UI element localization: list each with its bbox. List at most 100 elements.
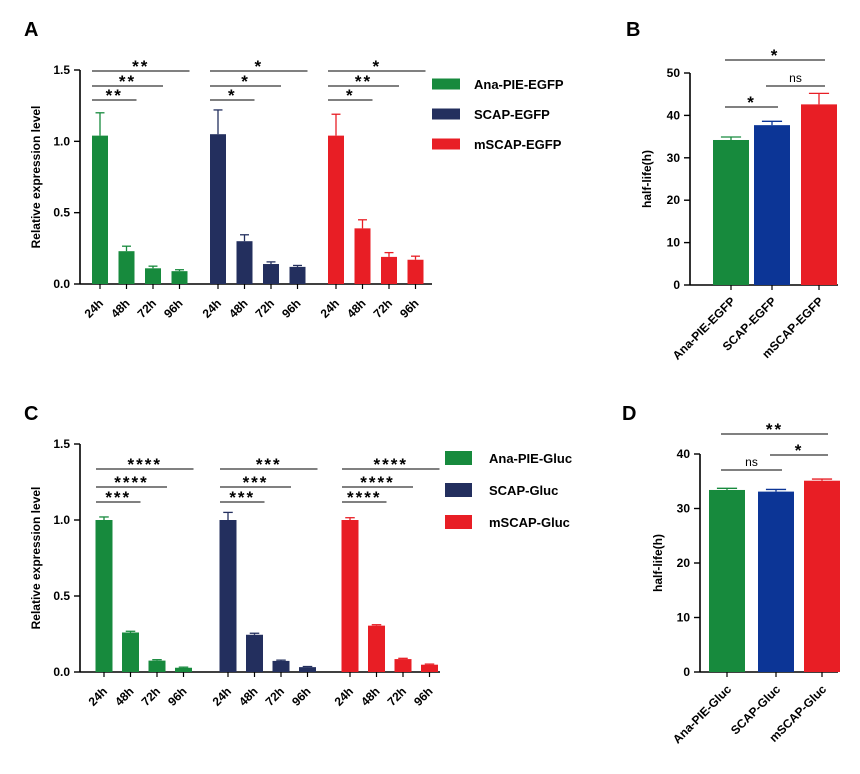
x-tick-label: 96h xyxy=(411,684,436,709)
bar xyxy=(299,667,316,672)
x-tick-label: 24h xyxy=(200,296,225,321)
bar xyxy=(354,228,371,284)
bar xyxy=(145,268,161,284)
significance-label: ** xyxy=(132,57,149,76)
significance-label: **** xyxy=(360,473,394,492)
significance-label: *** xyxy=(256,455,282,474)
panel-letter-b: B xyxy=(626,19,640,41)
bar xyxy=(171,271,188,284)
bar xyxy=(122,632,139,672)
significance-label: * xyxy=(241,72,250,91)
bar xyxy=(219,520,237,672)
significance-label: **** xyxy=(114,473,148,492)
bar xyxy=(801,104,837,285)
legend-label: SCAP-EGFP xyxy=(474,107,550,122)
bar xyxy=(148,660,166,672)
bar xyxy=(758,491,794,672)
significance-label: * xyxy=(795,441,804,460)
x-tick-label: 96h xyxy=(165,684,190,709)
legend-label: Ana-PIE-EGFP xyxy=(474,77,564,92)
y-tick-label: 0 xyxy=(673,278,680,292)
legend-label: mSCAP-EGFP xyxy=(474,137,562,152)
y-tick-label: 1.5 xyxy=(53,63,70,77)
y-axis-label: half-life(h) xyxy=(640,150,654,208)
bar xyxy=(246,634,263,672)
bar xyxy=(368,625,385,672)
bar xyxy=(421,664,438,672)
x-tick-label: 24h xyxy=(332,684,357,709)
significance-label: ** xyxy=(766,420,783,439)
x-tick-label: 24h xyxy=(318,296,343,321)
y-tick-label: 20 xyxy=(677,556,691,570)
significance-label: * xyxy=(254,57,263,76)
significance-label: *** xyxy=(105,488,131,507)
x-tick-label: 48h xyxy=(112,684,137,709)
bar xyxy=(118,251,135,284)
x-tick-label: 48h xyxy=(344,296,369,321)
significance-label: **** xyxy=(128,455,162,474)
x-tick-label: 72h xyxy=(263,684,288,709)
x-tick-label: 48h xyxy=(108,296,133,321)
legend-swatch xyxy=(445,483,472,497)
significance-label: ** xyxy=(355,72,372,91)
bar xyxy=(754,125,790,285)
y-axis-label: half-life(h) xyxy=(651,534,665,592)
x-tick-label: 96h xyxy=(161,296,186,321)
y-tick-label: 40 xyxy=(677,447,691,461)
x-tick-label: 72h xyxy=(371,296,396,321)
x-tick-label: 96h xyxy=(279,296,304,321)
bar xyxy=(175,667,192,672)
significance-label: *** xyxy=(229,488,255,507)
x-tick-label: 96h xyxy=(397,296,422,321)
legend-swatch xyxy=(432,138,460,150)
bar xyxy=(341,520,359,672)
y-tick-label: 0.0 xyxy=(53,665,70,679)
x-tick-label: 24h xyxy=(86,684,111,709)
y-tick-label: 40 xyxy=(667,108,681,122)
legend-label: SCAP-Gluc xyxy=(489,483,558,498)
x-tick-label: Ana-PIE-Gluc xyxy=(670,682,734,746)
x-tick-label: 96h xyxy=(289,684,314,709)
bar xyxy=(407,259,424,284)
significance-label: * xyxy=(747,93,756,112)
significance-label: **** xyxy=(347,488,381,507)
y-tick-label: 1.0 xyxy=(53,513,70,527)
legend-label: Ana-PIE-Gluc xyxy=(489,451,572,466)
y-tick-label: 0.0 xyxy=(53,277,70,291)
bar xyxy=(236,241,253,284)
y-tick-label: 1.5 xyxy=(53,437,70,451)
panel-letter-a: A xyxy=(24,19,38,41)
x-tick-label: 72h xyxy=(139,684,164,709)
legend-swatch xyxy=(445,451,472,465)
significance-label: * xyxy=(228,86,237,105)
significance-label: ** xyxy=(119,72,136,91)
x-tick-label: 24h xyxy=(82,296,107,321)
y-axis-label: Relative expression level xyxy=(29,106,43,249)
bar xyxy=(328,135,344,284)
x-tick-label: 48h xyxy=(226,296,251,321)
y-tick-label: 10 xyxy=(667,236,681,250)
y-tick-label: 30 xyxy=(667,151,681,165)
panel-letter-c: C xyxy=(24,403,38,425)
significance-label: ns xyxy=(789,71,802,85)
bar xyxy=(394,659,412,672)
y-tick-label: 20 xyxy=(667,193,681,207)
significance-label: * xyxy=(346,86,355,105)
bar xyxy=(272,660,290,672)
x-tick-label: 72h xyxy=(135,296,160,321)
y-tick-label: 1.0 xyxy=(53,134,70,148)
significance-label: ns xyxy=(745,455,758,469)
x-tick-label: 48h xyxy=(236,684,261,709)
x-tick-label: 72h xyxy=(385,684,410,709)
bar xyxy=(709,489,745,672)
x-tick-label: 24h xyxy=(210,684,235,709)
significance-label: ** xyxy=(106,86,123,105)
y-axis-label: Relative expression level xyxy=(29,487,43,630)
legend-swatch xyxy=(432,78,460,90)
significance-label: * xyxy=(771,46,780,65)
significance-label: * xyxy=(372,57,381,76)
y-tick-label: 0.5 xyxy=(53,206,70,220)
y-tick-label: 0 xyxy=(683,665,690,679)
bar xyxy=(263,264,279,284)
